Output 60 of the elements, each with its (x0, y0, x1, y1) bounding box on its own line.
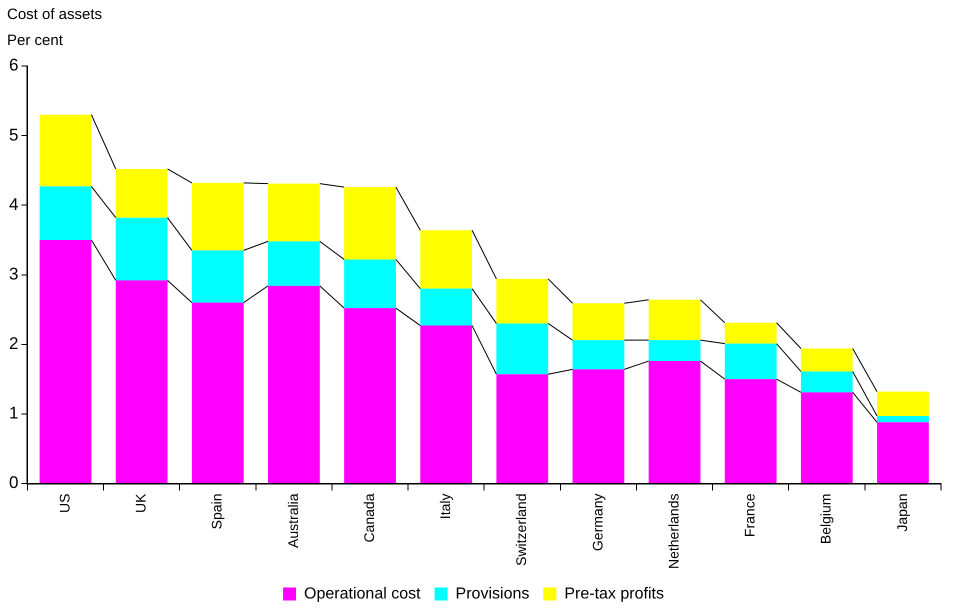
x-tick-label: Spain (208, 494, 225, 530)
bar (496, 323, 548, 374)
bar (724, 322, 777, 344)
legend-label: Pre-tax profits (564, 585, 664, 602)
bar (800, 371, 853, 392)
x-tick-label: Switzerland (513, 494, 530, 566)
bar (420, 288, 472, 326)
bar (344, 187, 396, 260)
x-tick-label: Canada (360, 493, 377, 543)
y-tick-label: 4 (8, 194, 18, 214)
legend-label: Provisions (456, 585, 530, 602)
bar (877, 416, 929, 422)
y-axis-title: Per cent (7, 32, 63, 49)
bar (496, 278, 548, 324)
bar (648, 300, 700, 340)
bar (192, 250, 244, 303)
legend-label: Operational cost (304, 585, 422, 602)
x-tick-label: Netherlands (665, 494, 682, 570)
y-tick-label: 0 (8, 473, 18, 492)
x-tick-label: Belgium (818, 494, 834, 544)
y-tick-label: 1 (8, 404, 18, 423)
y-tick-label: 2 (8, 334, 18, 354)
x-tick-label: Japan (894, 494, 910, 532)
x-tick-label: Australia (284, 493, 301, 548)
bar (344, 259, 396, 308)
bar (800, 348, 853, 372)
bar (268, 286, 320, 484)
y-tick-label: 3 (8, 264, 18, 284)
bar (116, 168, 168, 218)
bar (192, 302, 244, 484)
bar (648, 340, 700, 362)
y-tick-label: 6 (8, 56, 18, 75)
bar (572, 369, 624, 484)
bar (496, 374, 548, 484)
bar (572, 303, 624, 340)
bar (420, 326, 472, 484)
bar (420, 230, 472, 289)
bar (572, 340, 624, 370)
bar (268, 184, 320, 242)
bar (116, 280, 168, 484)
x-tick-label: US (56, 494, 72, 513)
x-tick-label: Germany (589, 494, 606, 552)
bar (40, 240, 92, 484)
bar (724, 379, 777, 484)
y-tick-label: 5 (8, 125, 18, 144)
bar (648, 361, 700, 484)
bar (192, 182, 244, 250)
bar (40, 114, 92, 186)
bar (877, 392, 929, 416)
bar (40, 186, 92, 240)
bar (800, 392, 853, 484)
x-tick-label: France (742, 493, 758, 538)
bar (116, 218, 168, 280)
bar (268, 241, 320, 286)
bar (344, 308, 396, 484)
x-tick-label: Italy (437, 494, 454, 520)
x-tick-label: UK (132, 492, 149, 513)
chart-title: Cost of assets (7, 6, 102, 23)
bar (877, 422, 929, 484)
bar (724, 344, 777, 380)
